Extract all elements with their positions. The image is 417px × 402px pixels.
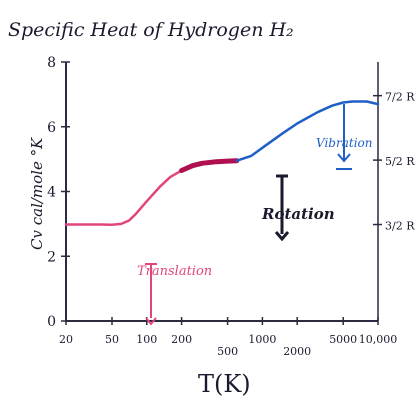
right-tick-label: 3/2 R: [385, 220, 415, 233]
x-tick-label: 10,000: [359, 333, 398, 346]
y-tick-label: 6: [47, 120, 56, 136]
x-tick-label: 50: [105, 333, 119, 346]
y-tick-group: 0 2 4 6 8: [47, 55, 70, 330]
y-tick-label: 8: [47, 55, 56, 71]
rotation-annotation: Rotation: [261, 205, 335, 223]
series-group: [64, 100, 380, 227]
translation-marker: [145, 263, 157, 326]
vibration-annotation: Vibration: [316, 136, 372, 150]
right-tick-group: 3/2 R 5/2 R 7/2 R: [373, 91, 415, 233]
series-line-1: [179, 158, 240, 173]
translation-annotation: Translation: [137, 264, 212, 279]
y-tick-label: 0: [47, 314, 56, 330]
x-tick-label: 20: [59, 333, 73, 346]
y-axis-label: Cv cal/mole °K: [28, 137, 46, 250]
vibration-marker: [336, 104, 352, 170]
x-tick-label: 2000: [283, 345, 311, 358]
right-tick-label: 5/2 R: [385, 155, 415, 168]
rotation-marker: [274, 174, 290, 242]
x-tick-label: 200: [171, 333, 192, 346]
series-line-2: [235, 100, 380, 162]
right-tick-label: 7/2 R: [385, 91, 415, 104]
y-tick-label: 2: [47, 249, 56, 265]
y-tick-label: 4: [47, 185, 56, 201]
x-tick-label: 100: [136, 333, 157, 346]
x-tick-group: 20 50 100 200 500 1000 2000 5000 10,000: [59, 317, 397, 358]
x-axis-label: T(K): [198, 370, 251, 398]
x-tick-label: 500: [217, 345, 238, 358]
series-line-0: [64, 169, 183, 227]
chart-title: Specific Heat of Hydrogen H₂: [8, 19, 294, 41]
x-tick-label: 5000: [329, 333, 357, 346]
x-tick-label: 1000: [248, 333, 276, 346]
